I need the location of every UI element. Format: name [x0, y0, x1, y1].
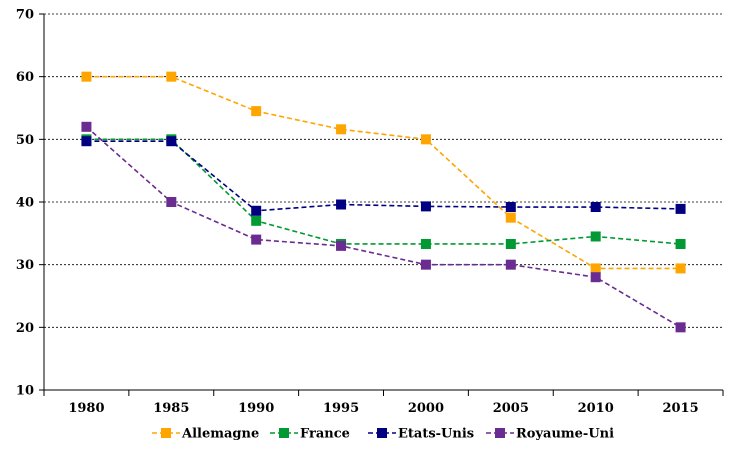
x-tick-label: 2015 — [662, 401, 698, 416]
data-point — [675, 322, 686, 333]
data-point — [590, 263, 601, 274]
data-point — [420, 134, 431, 145]
series-france — [81, 134, 686, 249]
legend-swatch-marker — [495, 428, 505, 438]
y-tick-label: 20 — [16, 321, 34, 336]
y-tick-label: 30 — [16, 258, 34, 273]
data-point — [81, 136, 92, 147]
legend-swatch-marker — [161, 428, 171, 438]
x-axis-ticks: 1980 1985 1990 1995 2000 2005 2010 2015 — [68, 401, 698, 416]
y-tick-label: 60 — [16, 70, 34, 85]
x-tick-label: 2005 — [493, 401, 529, 416]
legend-item-royaume-uni: Royaume-Uni — [486, 427, 614, 442]
y-tick-label: 70 — [16, 8, 34, 23]
legend-label: France — [300, 427, 350, 442]
series-line — [86, 138, 681, 245]
legend-label: Allemagne — [181, 427, 259, 442]
data-point — [505, 212, 516, 223]
data-point — [505, 259, 516, 270]
data-point — [590, 202, 601, 213]
y-axis-ticks: 10 20 30 40 50 60 70 — [16, 8, 34, 399]
y-tick-label: 40 — [16, 196, 34, 211]
data-point — [166, 71, 177, 82]
legend-label: Royaume-Uni — [516, 427, 614, 442]
data-point — [420, 259, 431, 270]
x-tick-label: 1980 — [68, 401, 104, 416]
data-point — [81, 71, 92, 82]
data-point — [336, 124, 347, 135]
y-tick-label: 50 — [16, 133, 34, 148]
x-tick-label: 2010 — [578, 401, 614, 416]
series-allemagne — [81, 71, 686, 274]
series-group — [81, 71, 686, 333]
data-point — [675, 203, 686, 214]
legend-item-france: France — [270, 427, 350, 442]
legend-item-etats-unis: Etats-Unis — [368, 427, 474, 442]
x-tick-label: 2000 — [408, 401, 444, 416]
series-royaume-uni — [81, 121, 686, 333]
series-line — [85, 126, 681, 329]
data-point — [251, 215, 262, 226]
data-point — [675, 238, 686, 249]
legend-swatch-marker — [279, 428, 289, 438]
data-point — [420, 201, 431, 212]
series-etats-unis — [81, 136, 686, 216]
data-point — [505, 238, 516, 249]
data-point — [590, 231, 601, 242]
data-point — [251, 234, 262, 245]
x-tick-label: 1990 — [238, 401, 274, 416]
data-point — [590, 272, 601, 283]
legend: Allemagne France Etats-Unis Royaume-Uni — [152, 427, 614, 442]
series-line — [86, 140, 681, 212]
data-point — [336, 199, 347, 210]
data-point — [675, 263, 686, 274]
gridlines — [44, 13, 723, 328]
data-point — [166, 136, 177, 147]
data-point — [251, 106, 262, 117]
data-point — [505, 202, 516, 213]
data-point — [420, 238, 431, 249]
series-line — [86, 75, 681, 270]
data-point — [166, 197, 177, 207]
data-point — [336, 240, 347, 251]
legend-item-allemagne: Allemagne — [152, 427, 259, 442]
legend-swatch-marker — [377, 428, 387, 438]
legend-label: Etats-Unis — [398, 427, 474, 442]
data-point — [251, 205, 262, 216]
x-tick-label: 1995 — [323, 401, 359, 416]
axes — [39, 13, 724, 396]
y-tick-label: 10 — [16, 384, 34, 399]
data-point — [81, 121, 92, 132]
x-tick-label: 1985 — [153, 401, 189, 416]
